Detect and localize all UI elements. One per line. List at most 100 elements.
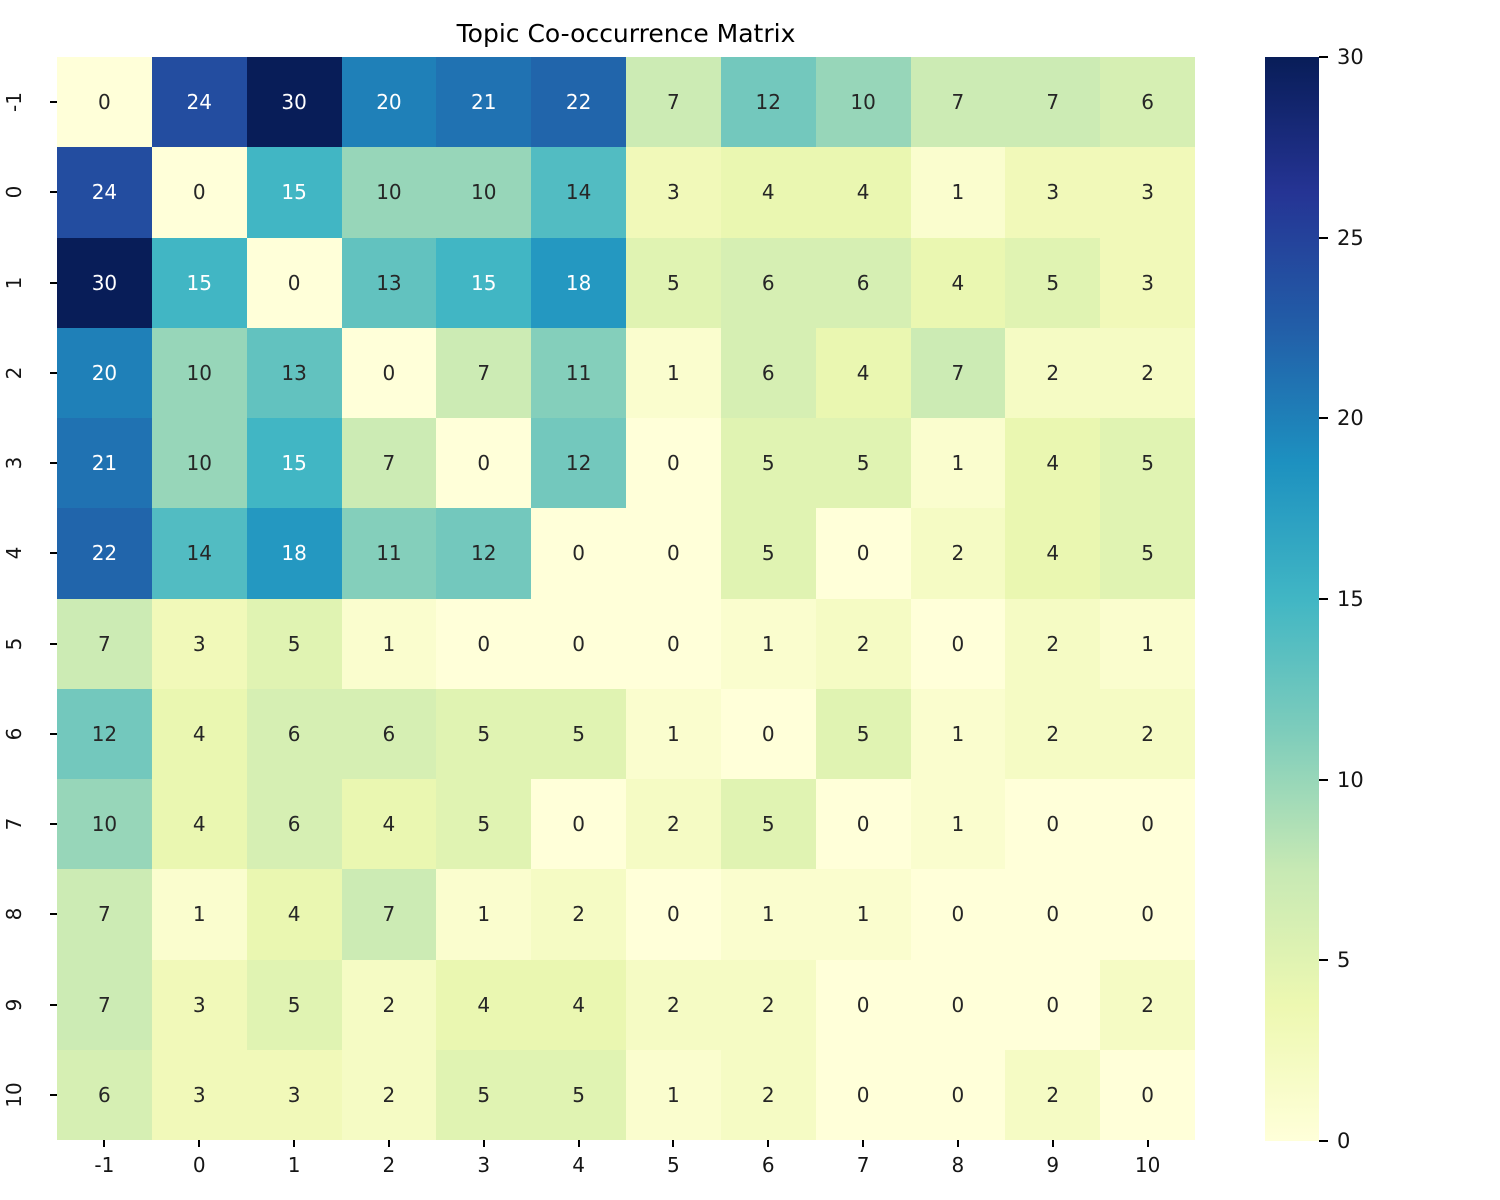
heatmap-cell: 12 bbox=[436, 508, 532, 599]
colorbar-tick-label: 30 bbox=[1337, 45, 1364, 69]
heatmap-cell: 2 bbox=[1005, 327, 1101, 418]
heatmap-cell: 6 bbox=[246, 688, 342, 779]
heatmap-cell: 1 bbox=[910, 779, 1006, 870]
colorbar-tick-label: 20 bbox=[1337, 406, 1364, 431]
heatmap-cell: 1 bbox=[720, 869, 816, 960]
y-tick-label: 4 bbox=[2, 547, 26, 560]
heatmap-cell: 4 bbox=[246, 869, 342, 960]
x-tick-label: 0 bbox=[192, 1153, 206, 1177]
heatmap-cell: 6 bbox=[815, 237, 911, 328]
heatmap-cell: 3 bbox=[151, 959, 247, 1050]
heatmap-cell: 22 bbox=[57, 508, 152, 599]
heatmap-cell: 0 bbox=[626, 418, 721, 509]
heatmap-cell: 1 bbox=[341, 598, 437, 689]
heatmap-cell: 0 bbox=[1100, 1049, 1195, 1140]
heatmap-cell: 5 bbox=[1100, 418, 1195, 509]
heatmap-cell: 24 bbox=[151, 57, 247, 148]
heatmap-cell: 7 bbox=[341, 418, 437, 509]
heatmap-cell: 14 bbox=[151, 508, 247, 599]
heatmap-cell: 10 bbox=[341, 147, 437, 238]
y-tick-label: 10 bbox=[2, 1082, 26, 1108]
x-tick-mark bbox=[1051, 1140, 1054, 1147]
heatmap-cell: 0 bbox=[626, 508, 721, 599]
heatmap-cell: 2 bbox=[1005, 688, 1101, 779]
heatmap-cell: 7 bbox=[57, 598, 152, 689]
heatmap-cell: 2 bbox=[341, 959, 437, 1050]
colorbar-tick-label: 10 bbox=[1337, 767, 1364, 792]
heatmap-cell: 3 bbox=[1005, 147, 1101, 238]
x-tick-mark bbox=[956, 1140, 959, 1147]
heatmap-cell: 4 bbox=[1005, 508, 1101, 599]
x-tick-label: 5 bbox=[667, 1153, 680, 1177]
heatmap-cell: 15 bbox=[151, 237, 247, 328]
y-tick-mark bbox=[50, 281, 57, 284]
y-tick-mark bbox=[50, 462, 57, 465]
heatmap-cell: 0 bbox=[531, 779, 626, 870]
y-tick-label: 5 bbox=[2, 637, 26, 650]
heatmap-cell: 6 bbox=[57, 1049, 152, 1140]
heatmap-cell: 0 bbox=[436, 598, 532, 689]
colorbar-tick-mark bbox=[1319, 1140, 1328, 1142]
heatmap-cell: 21 bbox=[436, 57, 532, 148]
y-tick-mark bbox=[50, 552, 57, 555]
heatmap-cell: 4 bbox=[910, 237, 1006, 328]
heatmap-cell: 7 bbox=[626, 57, 721, 148]
heatmap-cell: 0 bbox=[246, 237, 342, 328]
heatmap-cell: 5 bbox=[531, 688, 626, 779]
heatmap-cell: 22 bbox=[531, 57, 626, 148]
heatmap-cell: 3 bbox=[1100, 237, 1195, 328]
heatmap-cell: 4 bbox=[151, 779, 247, 870]
heatmap-cell: 0 bbox=[626, 869, 721, 960]
y-tick-label: 1 bbox=[2, 276, 26, 289]
heatmap-cell: 4 bbox=[720, 147, 816, 238]
heatmap-cell: 2 bbox=[626, 779, 721, 870]
heatmap-cell: 12 bbox=[57, 688, 152, 779]
heatmap-cell: 0 bbox=[1100, 869, 1195, 960]
heatmap-cell: 13 bbox=[341, 237, 437, 328]
heatmap-cell: 4 bbox=[436, 959, 532, 1050]
heatmap-cell: 5 bbox=[436, 688, 532, 779]
heatmap-cell: 11 bbox=[531, 327, 626, 418]
heatmap-cell: 15 bbox=[246, 418, 342, 509]
heatmap-cell: 0 bbox=[57, 57, 152, 148]
colorbar-tick-label: 25 bbox=[1337, 225, 1364, 250]
heatmap-cell: 18 bbox=[246, 508, 342, 599]
y-tick-mark bbox=[50, 823, 57, 826]
heatmap-cell: 2 bbox=[1005, 1049, 1101, 1140]
heatmap-cell: 1 bbox=[815, 869, 911, 960]
colorbar-tick-mark bbox=[1319, 598, 1328, 600]
colorbar-tick-mark bbox=[1319, 959, 1328, 962]
heatmap-cell: 0 bbox=[531, 508, 626, 599]
heatmap-cell: 10 bbox=[151, 418, 247, 509]
colorbar bbox=[1265, 57, 1319, 1141]
heatmap-cell: 5 bbox=[246, 959, 342, 1050]
heatmap-cell: 5 bbox=[720, 508, 816, 599]
heatmap-cell: 0 bbox=[910, 959, 1006, 1050]
heatmap-cell: 14 bbox=[531, 147, 626, 238]
heatmap-cell: 1 bbox=[151, 869, 247, 960]
heatmap-cell: 0 bbox=[1005, 779, 1101, 870]
heatmap-cell: 2 bbox=[531, 869, 626, 960]
heatmap-cell: 7 bbox=[436, 327, 532, 418]
heatmap-cell: 1 bbox=[910, 418, 1006, 509]
colorbar-tick-mark bbox=[1319, 778, 1328, 781]
heatmap-cell: 5 bbox=[815, 688, 911, 779]
heatmap-cell: 7 bbox=[57, 959, 152, 1050]
heatmap-cell: 11 bbox=[341, 508, 437, 599]
heatmap-cell: 6 bbox=[246, 779, 342, 870]
heatmap-cell: 6 bbox=[1100, 57, 1195, 148]
y-tick-mark bbox=[50, 1003, 57, 1006]
y-tick-label: 6 bbox=[2, 727, 26, 741]
y-tick-label: -1 bbox=[2, 92, 26, 113]
heatmap-cell: 1 bbox=[910, 147, 1006, 238]
heatmap-cell: 2 bbox=[626, 959, 721, 1050]
heatmap-cell: 0 bbox=[910, 598, 1006, 689]
y-tick-label: 0 bbox=[2, 186, 26, 199]
y-tick-mark bbox=[50, 1093, 57, 1096]
y-tick-mark bbox=[50, 101, 57, 104]
y-tick-mark bbox=[50, 913, 57, 916]
x-tick-mark bbox=[293, 1140, 296, 1147]
heatmap-cell: 3 bbox=[1100, 147, 1195, 238]
heatmap-cell: 4 bbox=[815, 327, 911, 418]
